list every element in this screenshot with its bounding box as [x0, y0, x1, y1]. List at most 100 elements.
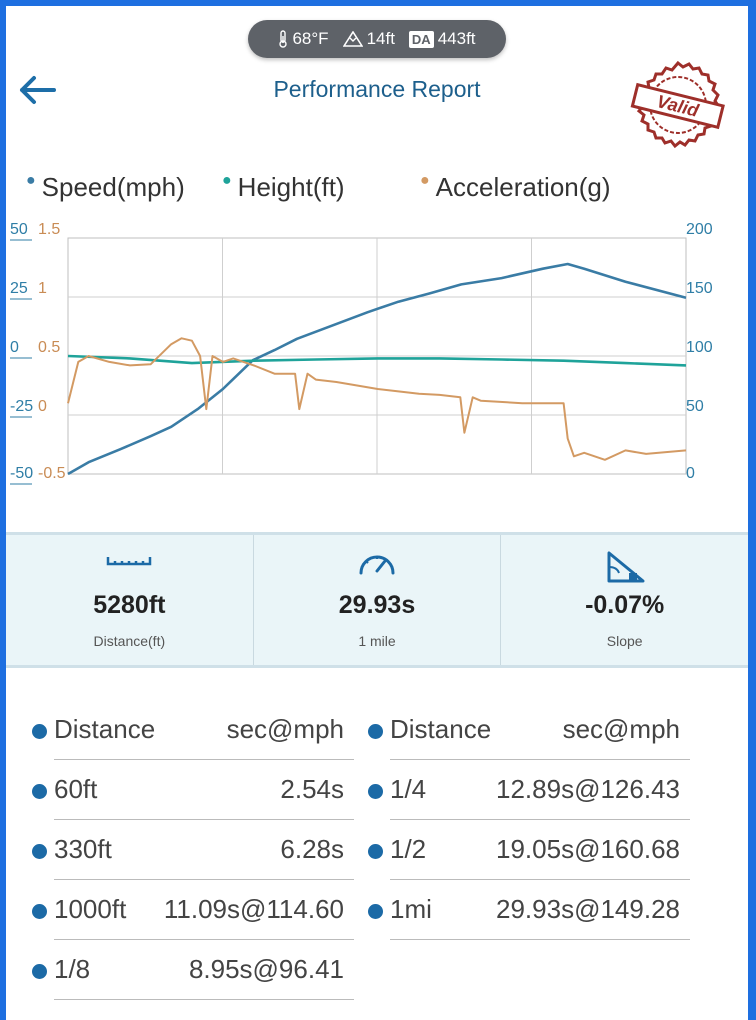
row-divider [390, 759, 690, 760]
bullet-icon [32, 964, 47, 979]
table-row: 60ft 2.54s [32, 760, 354, 820]
bullet-icon [368, 904, 383, 919]
accel-tick-label: -0.5 [38, 465, 66, 482]
row-distance: 1/8 [54, 954, 91, 984]
row-time: 29.93s@149.28 [496, 894, 680, 924]
back-button[interactable] [16, 72, 58, 108]
temperature-item: 68°F [278, 29, 329, 49]
performance-chart: 50 1.5 200 25 1 150 0 0.5 100 -25 0 50 -50 -0.5 0 [10, 221, 713, 485]
speed-tick-label: 50 [686, 398, 704, 415]
stat-label: 1 mile [358, 633, 396, 649]
legend-acceleration: ● Acceleration(g) [420, 172, 611, 203]
stat-label: Distance(ft) [93, 633, 166, 649]
chart-series [67, 262, 687, 476]
accel-tick-label: 1.5 [38, 221, 60, 238]
speed-tick-label: 100 [686, 339, 713, 356]
row-divider [54, 879, 354, 880]
header-time: sec@mph [226, 714, 344, 744]
speed-tick-label: 200 [686, 221, 713, 238]
legend-label: Height(ft) [237, 172, 345, 202]
thermometer-icon [279, 30, 288, 48]
legend-dot: ● [222, 172, 232, 189]
page-title: Performance Report [273, 76, 481, 102]
arrow-left-icon [20, 76, 56, 104]
density-altitude-item: DA 443ft [408, 29, 476, 49]
da-badge: DA [408, 30, 434, 48]
stat-time: 29.93s 1 mile [252, 535, 501, 665]
conditions-pill: 68°F 14ft DA 443ft [248, 20, 506, 58]
table-header-right: Distance sec@mph [368, 700, 690, 760]
row-divider [54, 999, 354, 1000]
table-header-left: Distance sec@mph [32, 700, 354, 760]
altitude-value: 14ft [366, 29, 395, 48]
speed-tick-label: 150 [686, 280, 713, 297]
accel-tick-label: 1 [38, 280, 47, 297]
row-distance: 60ft [54, 774, 98, 804]
header-distance: Distance [390, 714, 492, 744]
row-time: 2.54s [280, 774, 344, 804]
slope-icon [607, 551, 645, 583]
speed-tick-label: 0 [686, 465, 695, 482]
chart-legend: ● Speed(mph) ● Height(ft) ● Acceleration… [6, 172, 748, 212]
table-row: 1mi 29.93s@149.28 [368, 880, 690, 940]
height-tick-label: 25 [10, 280, 28, 297]
acceleration-line [67, 337, 687, 461]
bullet-icon [32, 784, 47, 799]
table-row: 1/8 8.95s@96.41 [32, 940, 354, 1000]
stat-value: 5280ft [93, 591, 166, 619]
valid-stamp: Valid [630, 60, 725, 149]
row-distance: 1mi [390, 894, 432, 924]
row-distance: 1/4 [390, 774, 427, 804]
bullet-icon [32, 844, 47, 859]
row-divider [390, 819, 690, 820]
stat-distance: 5280ft Distance(ft) [6, 535, 253, 665]
row-divider [390, 939, 690, 940]
stat-value: -0.07% [585, 591, 665, 619]
accel-tick-label: 0 [38, 398, 47, 415]
row-time: 6.28s [280, 834, 344, 864]
mountain-icon [342, 31, 363, 47]
header-time: sec@mph [562, 714, 680, 744]
height-line [67, 354, 687, 367]
row-time: 12.89s@126.43 [496, 774, 680, 804]
bullet-icon [32, 724, 47, 739]
legend-dot: ● [420, 172, 430, 189]
row-distance: 1/2 [390, 834, 427, 864]
legend-label: Speed(mph) [41, 172, 185, 202]
altitude-item: 14ft [342, 29, 395, 49]
density-altitude-value: 443ft [437, 29, 476, 48]
row-divider [390, 879, 690, 880]
table-row: 1000ft 11.09s@114.60 [32, 880, 354, 940]
chart-ticks: 50 1.5 200 25 1 150 0 0.5 100 -25 0 50 -50 -0.5 0 [10, 221, 713, 485]
legend-speed: ● Speed(mph) [26, 172, 185, 203]
stat-slope: -0.07% Slope [500, 535, 748, 665]
row-time: 8.95s@96.41 [188, 954, 344, 984]
speedometer-icon [359, 555, 395, 575]
legend-height: ● Height(ft) [222, 172, 345, 203]
legend-label: Acceleration(g) [435, 172, 611, 202]
height-tick-label: 0 [10, 339, 19, 356]
row-distance: 1000ft [54, 894, 127, 924]
row-distance: 330ft [54, 834, 112, 864]
chart-grid [67, 237, 687, 475]
bullet-icon [32, 904, 47, 919]
accel-tick-label: 0.5 [38, 339, 60, 356]
header-distance: Distance [54, 714, 156, 744]
height-tick-label: -50 [10, 465, 33, 482]
summary-stats: 5280ft Distance(ft) 29.93s 1 mile [6, 532, 748, 668]
bullet-icon [368, 724, 383, 739]
legend-dot: ● [26, 172, 36, 189]
table-row: 1/2 19.05s@160.68 [368, 820, 690, 880]
row-time: 19.05s@160.68 [496, 834, 680, 864]
table-row: 1/4 12.89s@126.43 [368, 760, 690, 820]
row-time: 11.09s@114.60 [163, 894, 344, 924]
table-row: 330ft 6.28s [32, 820, 354, 880]
temperature-value: 68°F [292, 29, 329, 48]
row-divider [54, 819, 354, 820]
bullet-icon [368, 784, 383, 799]
speed-line [67, 262, 687, 476]
stat-label: Slope [606, 633, 643, 649]
app-screen: 68°F 14ft DA 443ft Performance Report Va… [6, 6, 748, 1020]
height-tick-label: 50 [10, 221, 28, 238]
bullet-icon [368, 844, 383, 859]
